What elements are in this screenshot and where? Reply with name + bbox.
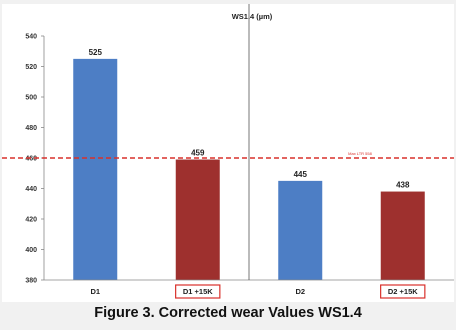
chart-title: WS1.4 (µm): [232, 12, 273, 21]
y-axis: 380 400 420 440 460 480 500 520 540: [25, 34, 45, 285]
bar-value-label: 525: [89, 48, 103, 57]
reference-line-label: Max LTR 558: [348, 151, 372, 156]
category-highlight-box: [175, 284, 221, 299]
y-tick-label: 540: [25, 34, 37, 41]
x-axis: D1 D1 +15K D2 D2 +15K: [44, 4, 454, 299]
category-highlight-box: [380, 284, 426, 299]
bar-value-label: 459: [191, 149, 205, 158]
x-category-label: D2: [295, 287, 305, 296]
chart-panel: WS1.4 (µm) 380 400 420 440 460 480 500 520 540 5…: [2, 4, 454, 302]
y-tick-label: 520: [25, 64, 37, 71]
bar: [380, 191, 425, 280]
bar: [278, 180, 323, 280]
x-category-label: D2 +15K: [388, 287, 418, 296]
bar: [73, 58, 118, 280]
x-category-label: D1: [90, 287, 100, 296]
y-tick-label: 500: [25, 95, 37, 102]
bar-chart: WS1.4 (µm) 380 400 420 440 460 480 500 520 540 5…: [2, 4, 454, 299]
x-category-label: D1 +15K: [183, 287, 213, 296]
bar-value-label: 438: [396, 181, 410, 190]
y-tick-label: 480: [25, 125, 37, 132]
bars: 525 459 445 438: [73, 48, 425, 280]
y-tick-label: 440: [25, 186, 37, 193]
y-tick-label: 460: [25, 156, 37, 163]
y-tick-label: 420: [25, 217, 37, 224]
bar-value-label: 445: [294, 170, 308, 179]
y-tick-label: 380: [25, 278, 37, 285]
reference-line-group: Max LTR 558: [2, 151, 454, 159]
figure-caption: Figure 3. Corrected wear Values WS1.4: [94, 305, 362, 321]
y-tick-label: 400: [25, 247, 37, 254]
bar: [175, 159, 220, 280]
